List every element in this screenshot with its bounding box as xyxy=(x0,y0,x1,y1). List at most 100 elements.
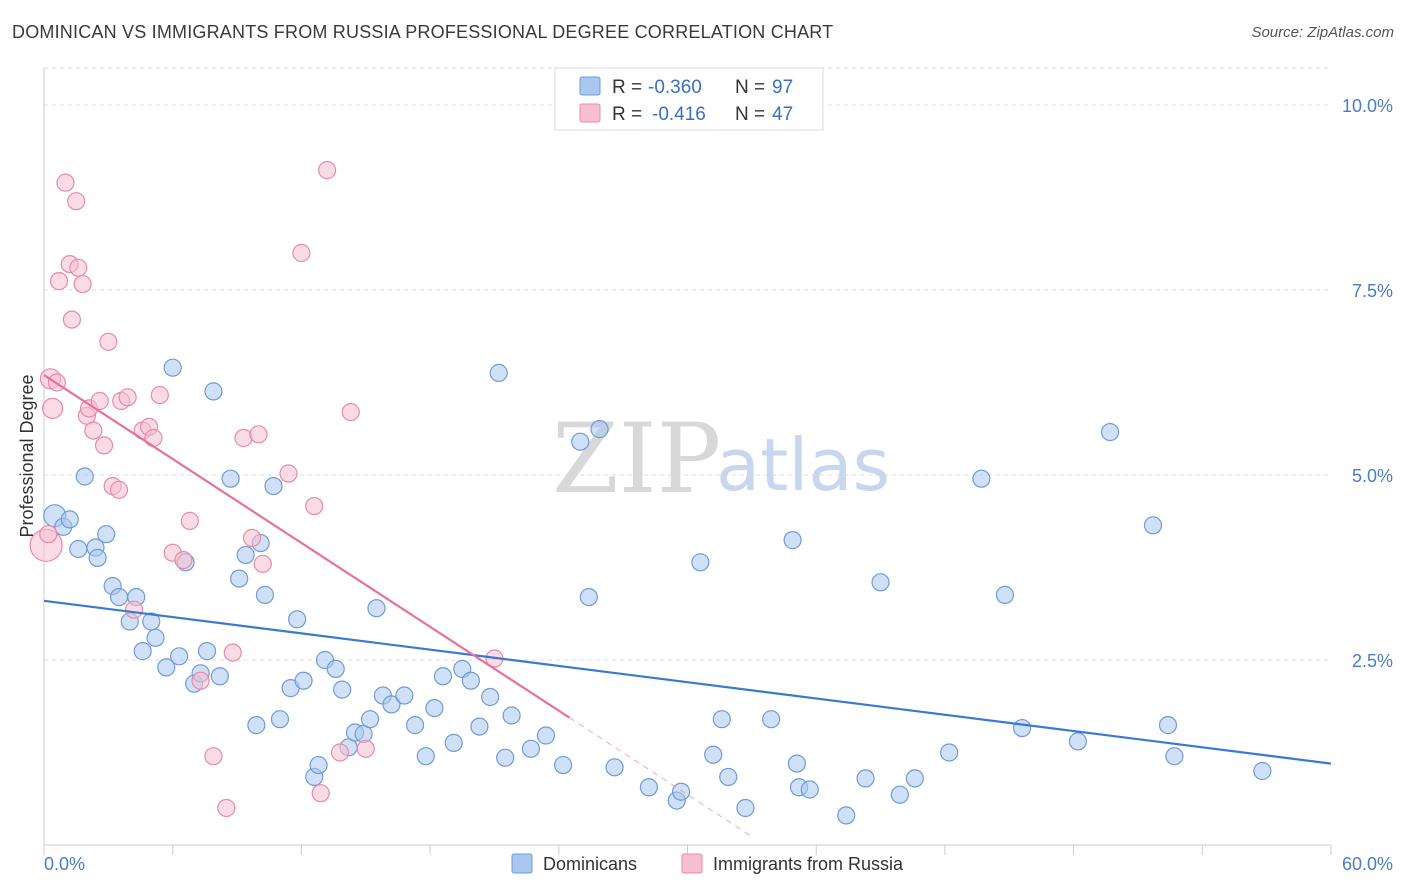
data-point xyxy=(56,173,75,192)
data-point xyxy=(521,739,541,758)
data-point xyxy=(405,716,425,735)
data-point xyxy=(382,695,401,714)
data-point xyxy=(60,510,79,529)
data-point xyxy=(255,585,275,604)
data-point xyxy=(146,628,165,647)
trend-line-1 xyxy=(43,374,571,719)
data-point xyxy=(553,755,573,775)
data-point xyxy=(221,469,240,488)
legend-n-label-0: N = xyxy=(735,77,765,98)
data-point xyxy=(995,585,1015,604)
data-point xyxy=(204,747,223,766)
data-point xyxy=(333,680,352,699)
data-point xyxy=(367,599,386,618)
legend-r-value-0: -0.360 xyxy=(648,77,702,98)
data-point xyxy=(318,161,337,180)
data-point xyxy=(249,425,268,444)
data-point xyxy=(197,642,217,661)
legend-n-value-0: 97 xyxy=(772,77,793,98)
data-point xyxy=(180,511,199,530)
data-point xyxy=(496,748,515,767)
legend-bottom: Dominicans Immigrants from Russia xyxy=(511,853,904,874)
data-point xyxy=(223,643,242,662)
data-point xyxy=(170,647,189,666)
y-tick-label: 7.5% xyxy=(1352,281,1393,301)
scatter-points xyxy=(29,161,1272,825)
bottom-legend-label-russia: Immigrants from Russia xyxy=(713,854,904,874)
legend-top: R = -0.360 N = 97 R = -0.416 N = 47 xyxy=(554,67,824,131)
data-point xyxy=(292,243,311,263)
data-point xyxy=(425,698,444,718)
data-point xyxy=(579,587,598,607)
data-point xyxy=(234,428,253,448)
data-point xyxy=(174,550,193,570)
data-point xyxy=(571,432,590,451)
data-point xyxy=(800,780,819,799)
y-tick-label: 5.0% xyxy=(1352,466,1393,486)
data-point xyxy=(73,274,92,294)
data-point xyxy=(67,192,86,211)
data-point xyxy=(1158,716,1178,735)
data-point xyxy=(311,784,330,803)
data-point xyxy=(84,421,103,440)
data-point xyxy=(230,569,249,588)
data-point xyxy=(837,806,856,825)
data-point xyxy=(1013,718,1032,738)
x-tick-label-max: 60.0% xyxy=(1342,854,1393,874)
data-point xyxy=(133,642,152,661)
y-tick-label: 10.0% xyxy=(1342,96,1393,116)
data-point xyxy=(762,710,781,729)
data-point xyxy=(433,667,453,686)
data-point xyxy=(590,420,609,439)
data-point xyxy=(49,272,69,291)
data-point xyxy=(470,717,489,736)
data-point xyxy=(294,671,313,690)
data-point xyxy=(247,716,266,735)
watermark: ZIP atlas xyxy=(552,403,890,515)
data-point xyxy=(605,758,624,777)
data-point xyxy=(489,363,508,382)
legend-swatch-russia xyxy=(579,103,601,123)
data-point xyxy=(309,755,328,775)
legend-swatch-dominicans xyxy=(579,76,601,96)
data-point xyxy=(288,610,307,629)
legend-n-value-1: 47 xyxy=(772,104,793,125)
x-tick-marks xyxy=(43,845,1332,855)
y-tick-labels: 2.5% 5.0% 7.5% 10.0% xyxy=(1342,96,1393,671)
data-point xyxy=(1100,422,1120,442)
trend-line-0 xyxy=(43,599,1332,765)
bottom-legend-swatch-russia xyxy=(681,853,703,874)
data-point xyxy=(416,747,435,766)
data-point xyxy=(69,258,88,277)
data-point xyxy=(356,739,375,758)
data-point xyxy=(326,659,345,678)
data-point xyxy=(150,385,169,405)
legend-r-value-1: -0.416 xyxy=(652,104,706,125)
data-point xyxy=(39,525,58,544)
y-tick-label: 2.5% xyxy=(1352,651,1393,671)
data-point xyxy=(871,573,890,592)
data-point xyxy=(109,480,129,499)
data-point xyxy=(671,782,691,801)
data-point xyxy=(99,332,118,351)
data-point xyxy=(1143,516,1163,535)
data-point xyxy=(88,548,107,567)
data-point xyxy=(1165,747,1184,766)
trend-line-extension-1 xyxy=(569,717,753,838)
data-point xyxy=(217,798,236,818)
data-point xyxy=(305,496,324,516)
data-point xyxy=(1253,761,1272,781)
data-point xyxy=(191,671,210,690)
data-point xyxy=(62,310,81,329)
data-point xyxy=(502,706,521,725)
data-point xyxy=(270,710,290,729)
x-tick-label-min: 0.0% xyxy=(44,854,85,874)
data-point xyxy=(890,785,909,804)
data-point xyxy=(163,358,182,377)
source-label: Source: ZipAtlas.com xyxy=(1251,24,1394,41)
watermark-atlas: atlas xyxy=(716,423,890,507)
data-point xyxy=(41,397,64,419)
data-point xyxy=(360,710,380,729)
data-point xyxy=(856,769,875,788)
